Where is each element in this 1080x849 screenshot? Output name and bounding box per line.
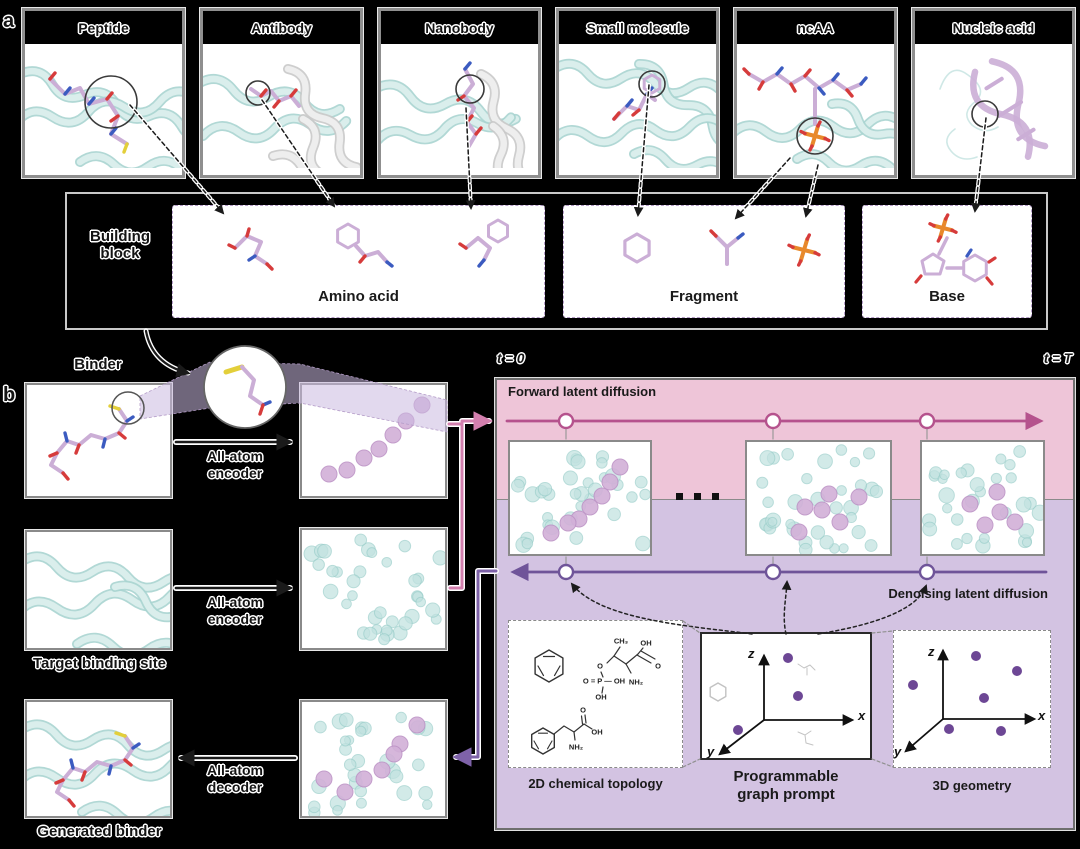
chem-label-phe-nh2: NH₂ <box>568 742 584 752</box>
antibody-structure-art <box>203 64 360 168</box>
card-antibody-title: Antibody <box>251 19 312 36</box>
binder-box <box>25 383 172 498</box>
card-peptide: Peptide <box>22 8 185 178</box>
decoder-input-latent-box <box>300 700 447 818</box>
latent-snapshot-box-3 <box>920 440 1045 556</box>
decoder-label: All-atom decoder <box>207 762 263 795</box>
card-ncaa-title: ncAA <box>797 19 834 36</box>
latent-snapshot-box-1 <box>508 440 652 556</box>
card-nucleic-acid-title: Nucleic acid <box>952 19 1035 36</box>
generated-binder-box <box>25 700 172 818</box>
amino-acid-art <box>227 218 509 271</box>
latent-snapshot-dots-2 <box>756 444 884 554</box>
target-latent-box <box>300 528 447 650</box>
chem-label-o-carbonyl: O <box>655 661 661 671</box>
binder-molecule-art <box>48 404 135 481</box>
amino-acid-label: Amino acid <box>318 288 399 305</box>
chem-label-nh2: NH₂ <box>628 677 644 687</box>
card-nucleic-acid: Nucleic acid <box>912 8 1075 178</box>
denoising-diffusion-label: Denoising latent diffusion <box>888 586 1048 601</box>
graph-prompt-art <box>709 653 855 756</box>
chem-label-o-ester: O <box>597 661 603 671</box>
fragment-art <box>623 229 821 267</box>
card-small-molecule: Small molecule <box>556 8 719 178</box>
card-nanobody: Nanobody <box>378 8 541 178</box>
graph-prompt-box <box>700 632 872 760</box>
encoder-label-binder: All-atom encoder <box>207 448 263 481</box>
latent-snapshot-dots-3 <box>922 445 1043 554</box>
nanobody-structure-art <box>381 61 537 168</box>
binder-latent-dots <box>320 396 431 483</box>
panel-a-label: a <box>3 10 15 32</box>
card-ncaa: ncAA <box>734 8 897 178</box>
chem-label-oh-below: OH <box>595 692 607 702</box>
latent-snapshot-dots-1 <box>511 449 650 553</box>
chem-label-oh-top: OH <box>640 638 652 648</box>
chem-label-phe-o: O <box>580 705 586 715</box>
fragment-label: Fragment <box>669 288 739 305</box>
base-group-box <box>862 205 1032 318</box>
topology-label: 2D chemical topology <box>528 776 663 791</box>
decoder-input-dots <box>307 711 434 816</box>
card-small-molecule-title: Small molecule <box>586 19 689 36</box>
target-box <box>25 530 172 650</box>
card-antibody: Antibody <box>200 8 363 178</box>
ellipsis-dot <box>712 493 719 500</box>
small-molecule-structure-art <box>559 58 716 168</box>
panel-b-label: b <box>3 384 16 406</box>
building-block-label: Building block <box>90 228 150 263</box>
geometry-y-axis-label: y <box>894 744 902 759</box>
target-binding-site-label: Target binding site <box>32 655 167 672</box>
geometry-art <box>904 648 1037 753</box>
base-label: Base <box>929 288 965 305</box>
card-nanobody-title: Nanobody <box>425 19 494 36</box>
chem-label-phosphate-row: O = P — OH <box>582 676 626 686</box>
chemical-topology-art <box>531 646 656 755</box>
time-start-label: t = 0 <box>497 351 525 366</box>
encoder-label-target: All-atom encoder <box>207 594 263 627</box>
geometry-x-axis-label: x <box>1038 708 1046 723</box>
prompt-y-axis-label: y <box>707 744 715 759</box>
graph-prompt-label: Programmable graph prompt <box>733 768 839 803</box>
card-peptide-title: Peptide <box>78 19 129 36</box>
fragment-group-box <box>563 205 845 318</box>
generated-binder-label: Generated binder <box>37 823 162 840</box>
base-art <box>914 213 997 286</box>
chem-label-ch3: CH₃ <box>613 636 629 646</box>
geometry-label: 3D geometry <box>932 778 1012 793</box>
geometry-box <box>893 630 1051 768</box>
target-latent-dots <box>303 533 445 646</box>
geometry-z-axis-label: z <box>928 644 935 659</box>
target-ribbon-art <box>27 551 170 648</box>
nucleic-acid-structure-art <box>939 58 1049 160</box>
chem-label-phe-oh: OH <box>591 727 603 737</box>
peptide-structure-art <box>25 66 182 168</box>
prompt-x-axis-label: x <box>858 708 866 723</box>
ellipsis-dot <box>676 493 683 500</box>
ncaa-structure-art <box>737 66 894 168</box>
latent-snapshot-box-2 <box>745 440 892 556</box>
generated-binder-art <box>27 719 170 816</box>
time-end-label: t = T <box>1043 351 1072 366</box>
binder-latent-box <box>300 383 447 498</box>
amino-acid-group-box <box>172 205 545 318</box>
prompt-z-axis-label: z <box>748 646 755 661</box>
forward-diffusion-label: Forward latent diffusion <box>508 384 657 399</box>
ellipsis-dot <box>694 493 701 500</box>
binder-label: Binder <box>74 356 122 373</box>
